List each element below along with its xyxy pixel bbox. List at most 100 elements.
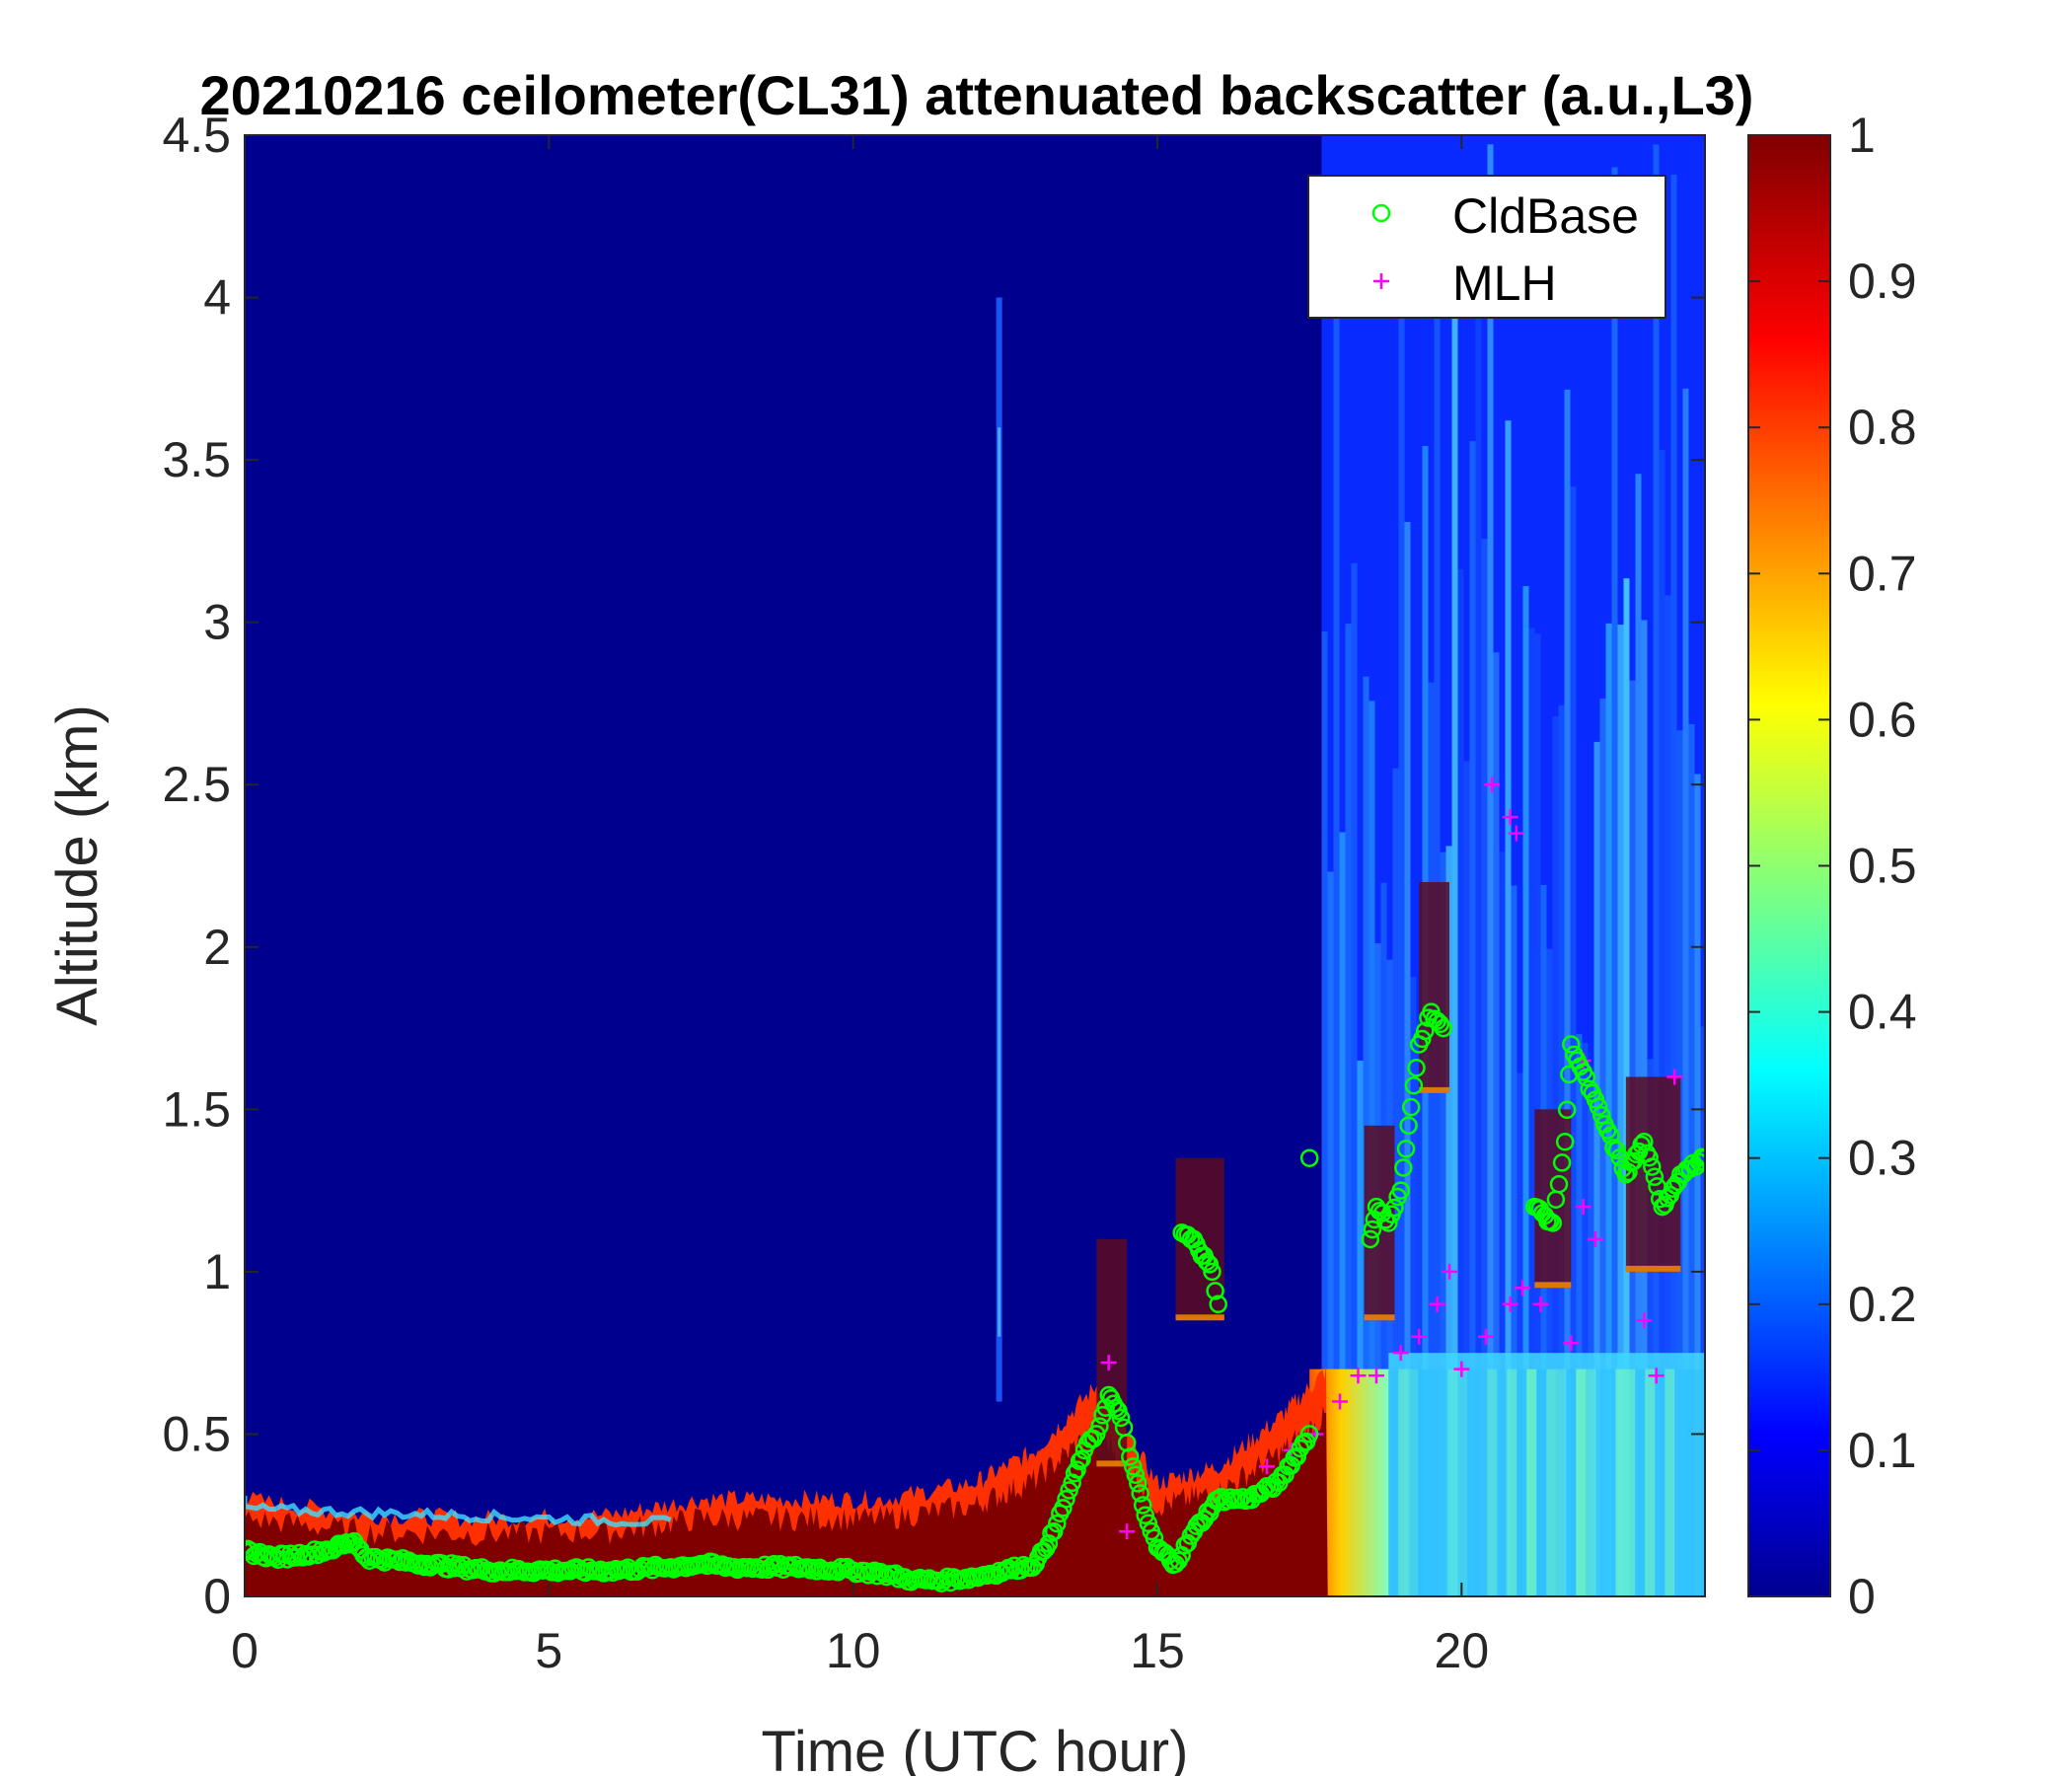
- boundary-layer-column: [1418, 1369, 1429, 1596]
- mlh-point: [1350, 1368, 1367, 1384]
- cloud-base-markers: [245, 1002, 1705, 1592]
- boundary-layer-column: [1438, 1369, 1448, 1596]
- y-tick-label: 0: [203, 1569, 231, 1624]
- cldbase-point: [1121, 1447, 1140, 1466]
- boundary-layer-column: [1507, 1369, 1517, 1596]
- backscatter-column: [1576, 1034, 1583, 1596]
- backscatter-column: [1404, 522, 1411, 1596]
- surface-layer-fringe: [245, 1495, 672, 1528]
- x-tick-label: 15: [1130, 1623, 1185, 1678]
- mlh-point: [1484, 777, 1501, 793]
- cldbase-point: [1197, 1252, 1217, 1271]
- mlh-point: [1411, 1328, 1428, 1345]
- cldbase-point: [1413, 1029, 1432, 1049]
- boundary-layer-column: [1447, 1369, 1458, 1596]
- backscatter-column: [1333, 253, 1340, 1596]
- x-tick-label: 0: [231, 1623, 259, 1678]
- mlh-point: [1508, 825, 1524, 842]
- boundary-layer-column: [1665, 1369, 1675, 1596]
- boundary-layer-column: [1408, 1369, 1419, 1596]
- backscatter-column: [1694, 774, 1701, 1596]
- backscatter-column: [1682, 388, 1689, 1596]
- cloud-patch: [1096, 1238, 1128, 1467]
- cldbase-point: [1431, 1014, 1450, 1034]
- colorbar-tick-label: 0.5: [1848, 839, 1917, 894]
- cloud-patch-edge: [1364, 1314, 1395, 1321]
- backscatter-column: [1588, 1080, 1594, 1596]
- cldbase-point: [1299, 1425, 1319, 1443]
- backscatter-column: [1410, 977, 1417, 1596]
- cldbase-point: [1044, 1521, 1064, 1541]
- backscatter-column: [1493, 652, 1500, 1596]
- mlh-point: [1478, 1328, 1494, 1345]
- cloud-patch: [1534, 1109, 1572, 1289]
- backscatter-column: [1517, 1073, 1523, 1596]
- cldbase-point: [1106, 1398, 1126, 1418]
- cldbase-point: [1209, 1295, 1227, 1314]
- mlh-point: [1332, 1393, 1348, 1410]
- cldbase-point: [1367, 1197, 1386, 1217]
- mlh-point: [1369, 1368, 1384, 1384]
- cloud-patch-edge: [1175, 1314, 1224, 1321]
- legend-box: [1307, 175, 1666, 319]
- cldbase-point: [1604, 1139, 1623, 1157]
- vertical-plume-core: [998, 427, 1001, 1337]
- y-tick-label: 1.5: [162, 1081, 231, 1137]
- colorbar-tick-label: 0.2: [1848, 1277, 1917, 1332]
- backscatter-column: [1487, 144, 1494, 1596]
- cldbase-point: [1401, 1097, 1421, 1117]
- boundary-layer-column: [1694, 1369, 1705, 1596]
- boundary-layer-column: [1605, 1369, 1616, 1596]
- cldbase-point: [1363, 1220, 1382, 1239]
- boundary-layer-column: [1487, 1369, 1498, 1596]
- colorbar-tick-label: 0: [1848, 1569, 1876, 1624]
- plot-frame: [244, 134, 1706, 1597]
- cldbase-point: [1391, 1181, 1410, 1200]
- cldbase-point: [1145, 1528, 1164, 1547]
- backscatter-column: [1445, 846, 1452, 1596]
- boundary-layer-column: [1674, 1369, 1685, 1596]
- plot-area: [245, 135, 1705, 1596]
- boundary-layer-column: [1684, 1369, 1695, 1596]
- cldbase-point: [1658, 1189, 1677, 1208]
- cldbase-point: [1023, 1558, 1042, 1577]
- cldbase-point: [1299, 1148, 1319, 1167]
- cldbase-point: [1601, 1126, 1620, 1145]
- boundary-layer-column: [1566, 1369, 1577, 1596]
- boundary-layer-column: [1517, 1369, 1527, 1596]
- backscatter-column: [1635, 474, 1642, 1596]
- cldbase-point: [1131, 1484, 1149, 1503]
- y-axis-label: Altitude (km): [45, 704, 110, 1026]
- cldbase-point: [1073, 1449, 1091, 1468]
- backscatter-column: [1357, 1060, 1364, 1596]
- boundary-layer-column: [1546, 1369, 1557, 1596]
- colorbar-tick-label: 0.7: [1848, 546, 1917, 601]
- boundary-layer-column: [1655, 1369, 1665, 1596]
- backscatter-column: [1570, 486, 1577, 1596]
- y-tick-label: 1: [203, 1244, 231, 1299]
- mlh-point: [1502, 1295, 1518, 1312]
- boundary-layer-column: [1625, 1369, 1636, 1596]
- colorbar-gradient: [1747, 134, 1831, 1597]
- cldbase-point: [1399, 1116, 1418, 1135]
- backscatter-column: [1505, 420, 1512, 1596]
- y-tick-label: 2: [203, 920, 231, 975]
- boundary-layer-column: [1635, 1369, 1646, 1596]
- cldbase-point: [1396, 1140, 1416, 1158]
- colorbar-tick-label: 0.4: [1848, 985, 1917, 1040]
- backscatter-column: [1593, 741, 1600, 1596]
- boundary-layer-column: [1477, 1369, 1488, 1596]
- x-axis-label: Time (UTC hour): [762, 1720, 1189, 1776]
- backscatter-column: [1339, 832, 1346, 1596]
- cldbase-point: [1404, 1075, 1424, 1095]
- cldbase-point: [1385, 1198, 1404, 1218]
- legend: CldBase MLH: [1307, 175, 1666, 319]
- x-tick-label: 10: [826, 1623, 881, 1678]
- mlh-point: [1588, 1230, 1603, 1247]
- cldbase-point: [1203, 1262, 1221, 1282]
- cldbase-point: [1434, 1018, 1453, 1038]
- backscatter-column: [1599, 699, 1606, 1596]
- cldbase-point: [1126, 1465, 1146, 1484]
- backscatter-column: [1457, 568, 1464, 1596]
